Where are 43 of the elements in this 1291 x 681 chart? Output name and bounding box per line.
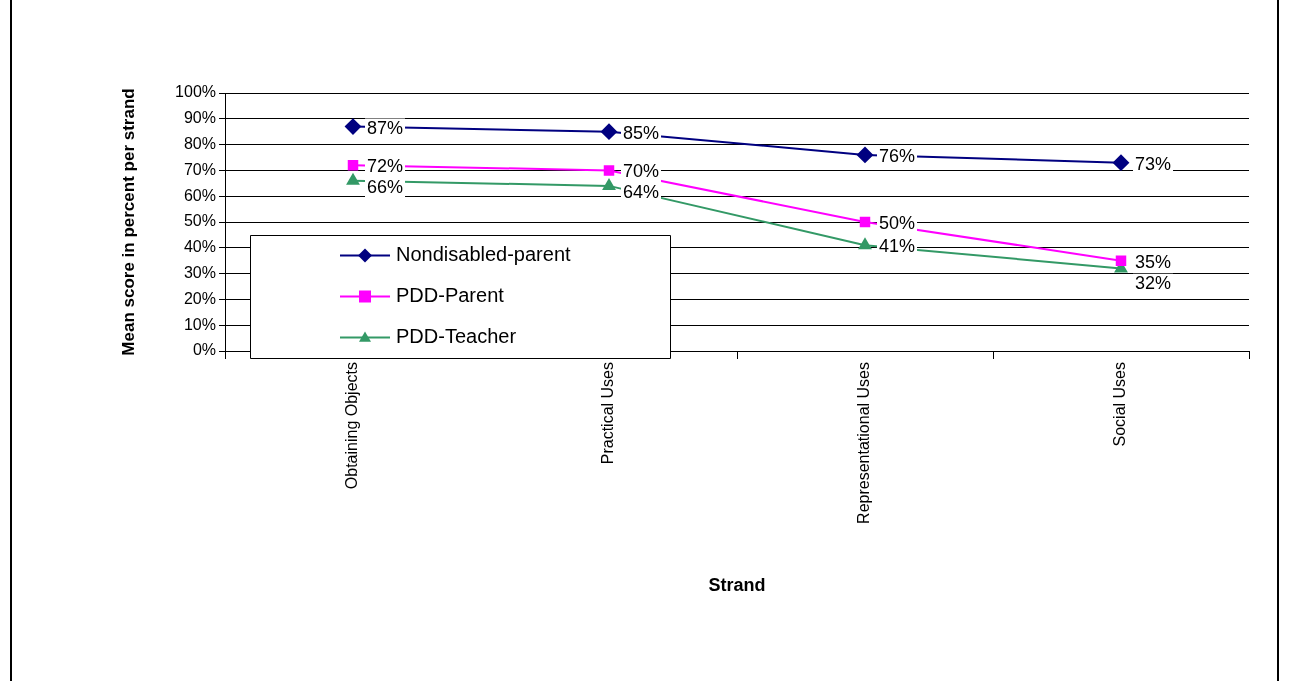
data-label: 35% <box>1135 251 1172 272</box>
y-tick-label: 90% <box>183 109 216 127</box>
y-tick-label: 30% <box>183 264 216 282</box>
legend-label: Nondisabled-parent <box>396 243 571 266</box>
data-label: 76% <box>879 145 916 166</box>
point <box>603 165 615 176</box>
point <box>345 118 361 135</box>
data-label: 87% <box>367 117 404 138</box>
point <box>347 160 359 171</box>
point <box>1115 255 1127 266</box>
data-label: 32% <box>1135 272 1172 293</box>
point <box>859 216 871 228</box>
point <box>1113 154 1129 171</box>
data-label: 85% <box>623 122 660 143</box>
point <box>858 238 872 250</box>
data-label: 72% <box>367 156 404 177</box>
point <box>601 123 617 140</box>
x-axis-title: Strand <box>708 575 766 596</box>
x-tick-label: Representational Uses <box>855 362 873 524</box>
x-tick-label: Obtaining Objects <box>343 362 361 490</box>
y-tick-label: 70% <box>183 160 216 178</box>
y-tick-label: 100% <box>175 83 216 101</box>
x-tick-label: Social Uses <box>1111 362 1129 447</box>
y-tick-label: 60% <box>183 186 216 204</box>
point <box>602 178 616 190</box>
point <box>346 173 360 185</box>
y-tick-label: 80% <box>183 135 216 153</box>
legend-label: PDD-Teacher <box>396 325 517 348</box>
y-tick-label: 0% <box>192 341 216 359</box>
y-tick-label: 40% <box>183 238 216 256</box>
x-tick-label: Practical Uses <box>599 362 617 465</box>
y-axis-title: Mean score in percent per strand <box>118 88 138 356</box>
y-tick-label: 10% <box>183 315 216 333</box>
y-tick-label: 20% <box>183 289 216 307</box>
data-label: 41% <box>879 236 916 257</box>
y-tick-label: 50% <box>183 212 216 230</box>
point <box>857 146 873 163</box>
data-label: 70% <box>623 161 660 182</box>
data-label: 66% <box>367 177 404 198</box>
data-label: 73% <box>1135 153 1172 174</box>
data-label: 64% <box>623 182 660 203</box>
data-label: 50% <box>879 212 916 233</box>
legend-label: PDD-Parent <box>396 284 505 307</box>
